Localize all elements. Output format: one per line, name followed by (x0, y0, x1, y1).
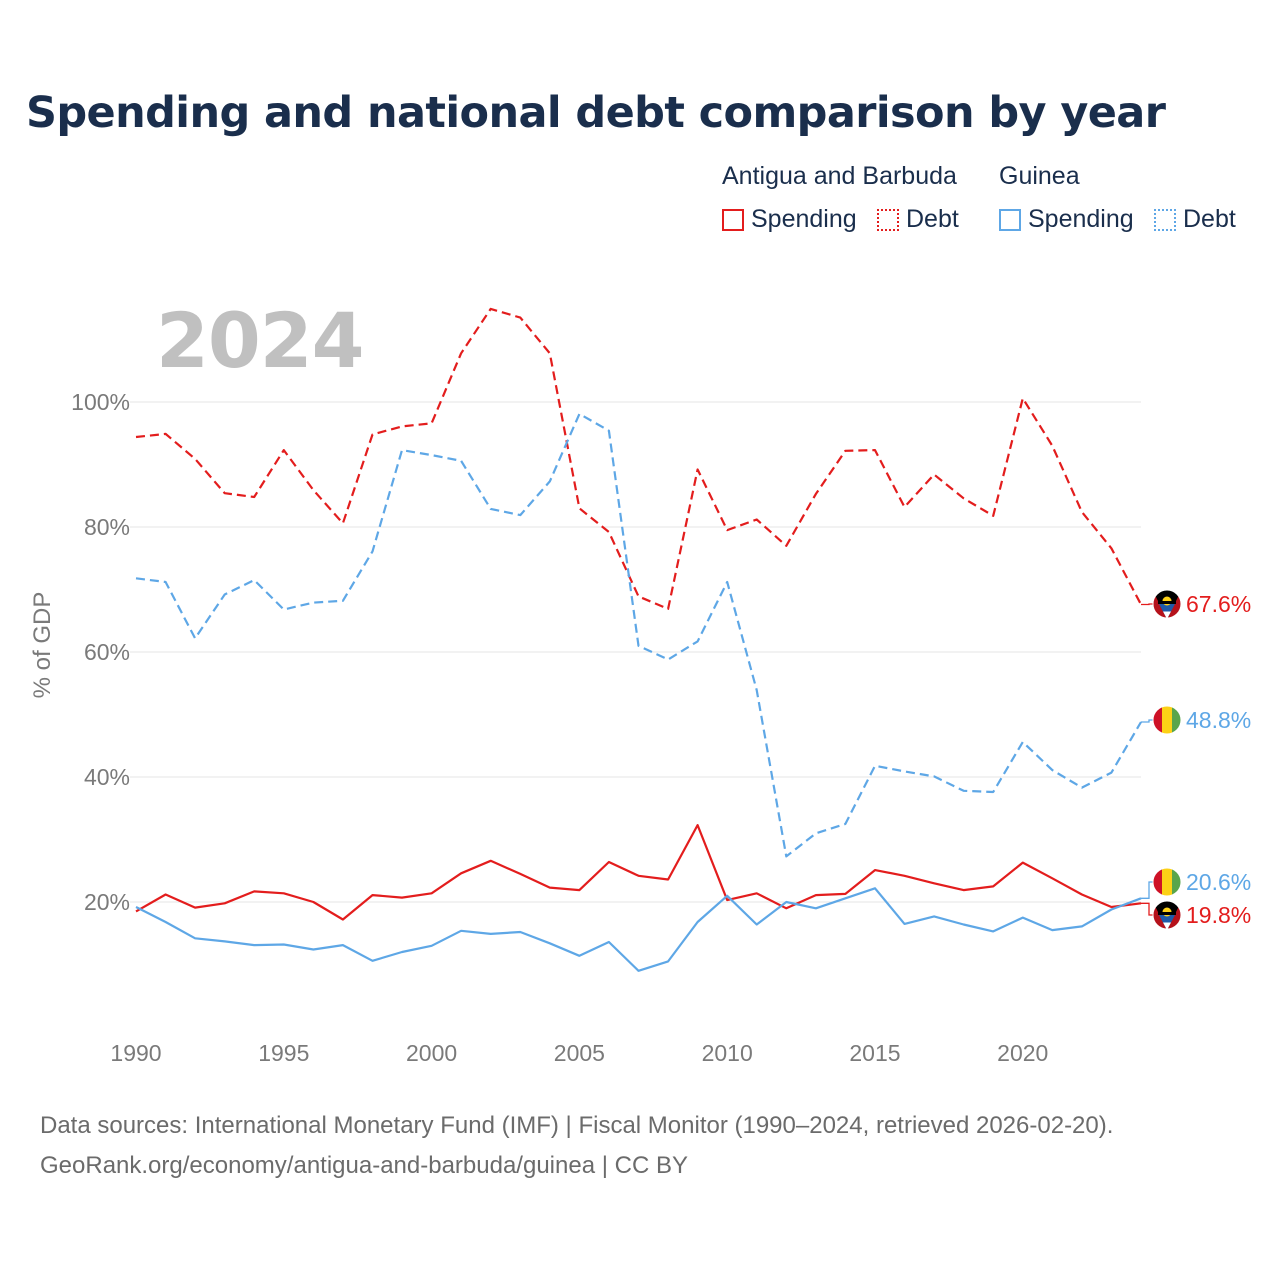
y-tick-label: 80% (84, 514, 130, 540)
legend-label: Spending (751, 205, 857, 233)
y-tick-label: 100% (71, 389, 130, 415)
legend-label: Debt (906, 205, 959, 233)
legend-antigua-debt[interactable]: Debt (877, 205, 959, 234)
source-line-2[interactable]: GeoRank.org/economy/antigua-and-barbuda/… (40, 1152, 688, 1179)
legend-label: Spending (1028, 205, 1134, 233)
x-tick-label: 2000 (406, 1040, 457, 1066)
legend-swatch-dotted (877, 208, 899, 231)
y-axis-ticks: 20% 40% 60% 80% 100% (71, 389, 130, 915)
chart-title: Spending and national debt comparison by… (26, 88, 1166, 138)
guinea-debt-line (135, 412, 1142, 858)
label-connector (1141, 603, 1153, 606)
source-note: Data sources: International Monetary Fun… (40, 1106, 1113, 1186)
end-value-label: 67.6% (1186, 591, 1251, 617)
x-tick-label: 2015 (849, 1040, 900, 1066)
antigua-flag-icon (1152, 900, 1182, 930)
end-value-label: 20.6% (1186, 869, 1251, 895)
legend-guinea-debt[interactable]: Debt (1154, 205, 1236, 234)
antigua-spending-line (135, 823, 1142, 921)
y-tick-label: 20% (84, 889, 130, 915)
end-value-label: 19.8% (1186, 902, 1251, 928)
guinea-flag-icon (1152, 867, 1182, 897)
y-axis-label: % of GDP (29, 592, 56, 699)
x-tick-label: 2005 (554, 1040, 605, 1066)
series-lines (135, 307, 1142, 972)
x-tick-label: 1990 (110, 1040, 161, 1066)
guinea-spending-line (135, 887, 1142, 972)
guinea-flag-icon (1152, 705, 1182, 735)
legend-swatch-solid (999, 208, 1021, 231)
end-value-label: 48.8% (1186, 707, 1251, 733)
antigua-flag-icon (1152, 589, 1182, 619)
label-connector (1141, 881, 1153, 899)
y-tick-label: 40% (84, 764, 130, 790)
year-display: 2024 (156, 296, 365, 385)
x-tick-label: 2010 (702, 1040, 753, 1066)
legend-group-antigua: Antigua and Barbuda (722, 162, 957, 190)
x-tick-label: 2020 (997, 1040, 1048, 1066)
source-line-1: Data sources: International Monetary Fun… (40, 1112, 1114, 1139)
label-connector (1141, 719, 1153, 723)
legend-label: Debt (1183, 205, 1236, 233)
legend-guinea-spending[interactable]: Spending (999, 205, 1134, 234)
x-axis-ticks: 1990 1995 2000 2005 2010 2015 2020 (110, 1040, 1048, 1066)
legend-swatch-solid (722, 208, 744, 231)
y-tick-label: 60% (84, 639, 130, 665)
label-connector (1141, 902, 1153, 916)
legend-antigua-spending[interactable]: Spending (722, 205, 857, 234)
antigua-debt-line (135, 307, 1142, 611)
end-labels: 67.6% 48.8% 19.8% 20.6% (1141, 589, 1251, 930)
legend-group-guinea: Guinea (999, 162, 1080, 190)
legend-swatch-dotted (1154, 208, 1176, 231)
line-chart: 20% 40% 60% 80% 100% 1990 1995 2000 2005 2010 201… (29, 307, 1251, 1066)
x-tick-label: 1995 (258, 1040, 309, 1066)
gridlines (130, 401, 1141, 903)
